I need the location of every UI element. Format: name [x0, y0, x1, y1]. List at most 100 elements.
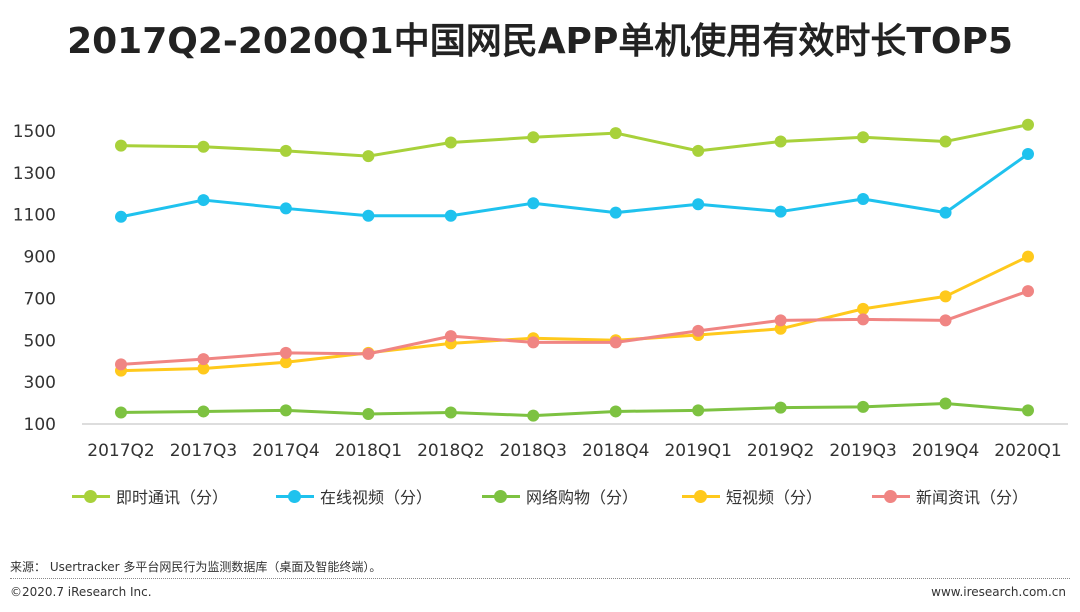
x-axis-labels: 2017Q2 2017Q3 2017Q4 2018Q1 2018Q2 2018Q3 2018… — [87, 441, 1061, 461]
legend-label: 网络购物（分） — [526, 488, 639, 507]
data-point — [774, 314, 787, 327]
data-point — [444, 406, 457, 419]
data-point — [444, 136, 457, 149]
legend-marker — [288, 489, 301, 503]
x-tick-label: 2018Q4 — [582, 441, 649, 461]
data-point — [527, 131, 540, 144]
x-tick-label: 2019Q1 — [664, 441, 731, 461]
source-note: 来源： Usertracker 多平台网民行为监测数据库（桌面及智能终端）。 — [10, 560, 382, 574]
x-tick-label: 2018Q2 — [417, 441, 484, 461]
x-tick-label: 2017Q3 — [170, 441, 237, 461]
data-point — [939, 314, 952, 327]
data-point — [1022, 118, 1034, 131]
data-point — [115, 406, 127, 419]
data-point — [857, 131, 870, 144]
series-0 — [115, 118, 1034, 163]
data-point — [692, 144, 705, 157]
data-point — [609, 206, 622, 219]
data-point — [279, 346, 292, 359]
y-tick-label: 1500 — [13, 122, 56, 142]
data-point — [279, 404, 292, 417]
data-point — [609, 336, 622, 349]
y-tick-label: 100 — [24, 415, 56, 435]
data-point — [444, 209, 457, 222]
legend-swatch — [872, 489, 910, 503]
data-point — [1022, 285, 1034, 298]
data-point — [692, 324, 705, 337]
data-point — [692, 198, 705, 211]
data-point — [774, 135, 787, 148]
y-tick-label: 300 — [24, 373, 56, 393]
legend-marker — [494, 489, 507, 503]
data-point — [774, 205, 787, 218]
data-point — [527, 336, 540, 349]
data-point — [527, 197, 540, 210]
data-point — [115, 210, 127, 223]
legend-item: 网络购物（分） — [482, 484, 638, 508]
x-tick-label: 2018Q3 — [500, 441, 567, 461]
x-tick-label: 2020Q1 — [994, 441, 1061, 461]
x-tick-label: 2017Q2 — [87, 441, 154, 461]
legend-item: 新闻资讯（分） — [872, 484, 1028, 508]
legend-label: 在线视频（分） — [320, 488, 433, 507]
series-1 — [115, 148, 1034, 223]
y-tick-label: 900 — [24, 248, 56, 268]
data-point — [197, 362, 210, 375]
series-line — [120, 123, 1029, 158]
data-point — [279, 144, 292, 157]
legend-swatch — [482, 489, 520, 503]
data-point — [115, 139, 127, 152]
legend-item: 短视频（分） — [682, 484, 822, 508]
data-point — [197, 194, 210, 207]
legend: 即时通讯（分） 在线视频（分） 网络购物（分） 短视频（分） 新闻资讯（分） — [0, 484, 1080, 508]
data-point — [857, 302, 870, 315]
chart-title: 2017Q2-2020Q1中国网民APP单机使用有效时长TOP5 — [67, 21, 1013, 62]
series-line — [120, 255, 1029, 373]
x-tick-label: 2017Q4 — [252, 441, 319, 461]
data-point — [279, 356, 292, 369]
data-point — [362, 150, 375, 163]
data-point — [362, 407, 375, 420]
data-point — [939, 397, 952, 410]
data-point — [1022, 148, 1034, 161]
y-tick-label: 1100 — [13, 206, 56, 226]
x-tick-label: 2019Q4 — [912, 441, 979, 461]
legend-marker — [84, 489, 97, 503]
data-point — [197, 140, 210, 153]
series-line — [120, 401, 1029, 418]
series-line — [120, 289, 1029, 366]
footer-divider — [10, 578, 1070, 579]
data-point — [774, 322, 787, 335]
y-tick-label: 500 — [24, 331, 56, 351]
legend-item: 即时通讯（分） — [72, 484, 228, 508]
data-point — [774, 401, 787, 414]
copyright: ©2020.7 iResearch Inc. — [10, 585, 152, 599]
x-tick-label: 2019Q3 — [829, 441, 896, 461]
legend-label: 短视频（分） — [726, 488, 823, 507]
legend-swatch — [72, 489, 110, 503]
data-point — [857, 193, 870, 206]
data-point — [939, 290, 952, 303]
data-point — [939, 206, 952, 219]
legend-swatch — [682, 489, 720, 503]
data-point — [197, 405, 210, 418]
data-point — [197, 353, 210, 366]
legend-label: 新闻资讯（分） — [916, 488, 1029, 507]
data-point — [609, 127, 622, 140]
series-4 — [115, 285, 1034, 371]
series-3 — [115, 250, 1034, 377]
data-point — [939, 135, 952, 148]
legend-marker — [884, 489, 897, 503]
series-layer — [115, 118, 1034, 422]
legend-swatch — [276, 489, 314, 503]
data-point — [527, 409, 540, 422]
data-point — [444, 330, 457, 343]
website: www.iresearch.com.cn — [931, 585, 1066, 599]
legend-item: 在线视频（分） — [276, 484, 432, 508]
line-chart: 100 300 500 700 900 1100 1300 1500 2017Q2 2017Q3… — [13, 118, 1068, 461]
data-point — [362, 209, 375, 222]
legend-label: 即时通讯（分） — [116, 488, 229, 507]
data-point — [692, 404, 705, 417]
legend-marker — [694, 489, 707, 503]
data-point — [279, 202, 292, 215]
